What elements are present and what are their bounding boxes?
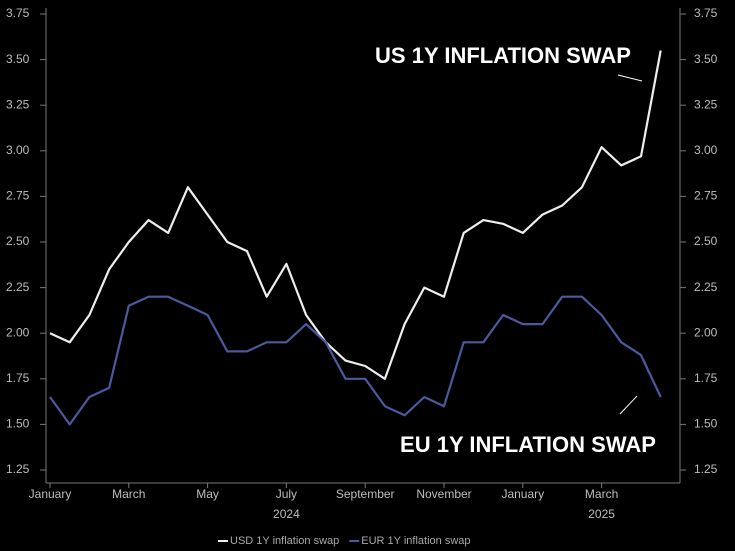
series-line [49,295,662,426]
y-tick-label: 3.00 [694,143,718,157]
y-tick-label: 1.50 [6,417,30,431]
x-tick-label: January [29,487,72,501]
y-tick-label: 3.00 [6,143,30,157]
y-tick-label: 1.50 [694,417,718,431]
y-tick-label: 2.25 [6,280,30,294]
legend-label: USD 1Y inflation swap [230,535,339,547]
x-year-label: 2024 [273,507,300,521]
legend-label: EUR 1Y inflation swap [361,535,470,547]
x-year-label: 2025 [588,507,615,521]
y-tick-label: 1.75 [6,371,30,385]
x-tick-label: March [112,487,145,501]
annotation: US 1Y INFLATION SWAP [375,43,631,68]
y-tick-label: 1.25 [6,462,30,476]
x-tick-label: January [501,487,544,501]
y-tick-label: 1.25 [694,462,718,476]
y-tick-label: 1.75 [694,371,718,385]
y-tick-label: 3.75 [694,6,718,20]
y-tick-label: 2.00 [694,325,718,339]
y-tick-label: 3.25 [6,97,30,111]
y-tick-label: 3.50 [6,52,30,66]
x-tick-label: September [336,487,395,501]
y-tick-label: 3.75 [6,6,30,20]
y-tick-label: 2.50 [694,234,718,248]
y-tick-label: 3.25 [694,97,718,111]
y-tick-label: 2.75 [6,189,30,203]
y-tick-label: 2.25 [694,280,718,294]
series-line [49,50,662,380]
annotation-leader [617,74,643,82]
y-tick-label: 2.50 [6,234,30,248]
annotation-leader [619,395,638,415]
y-tick-label: 3.50 [694,52,718,66]
annotation: EU 1Y INFLATION SWAP [400,432,656,457]
x-tick-label: May [196,487,219,501]
x-tick-label: March [585,487,618,501]
x-tick-label: November [416,487,471,501]
x-tick-label: July [276,487,297,501]
y-tick-label: 2.75 [694,189,718,203]
y-tick-label: 2.00 [6,325,30,339]
